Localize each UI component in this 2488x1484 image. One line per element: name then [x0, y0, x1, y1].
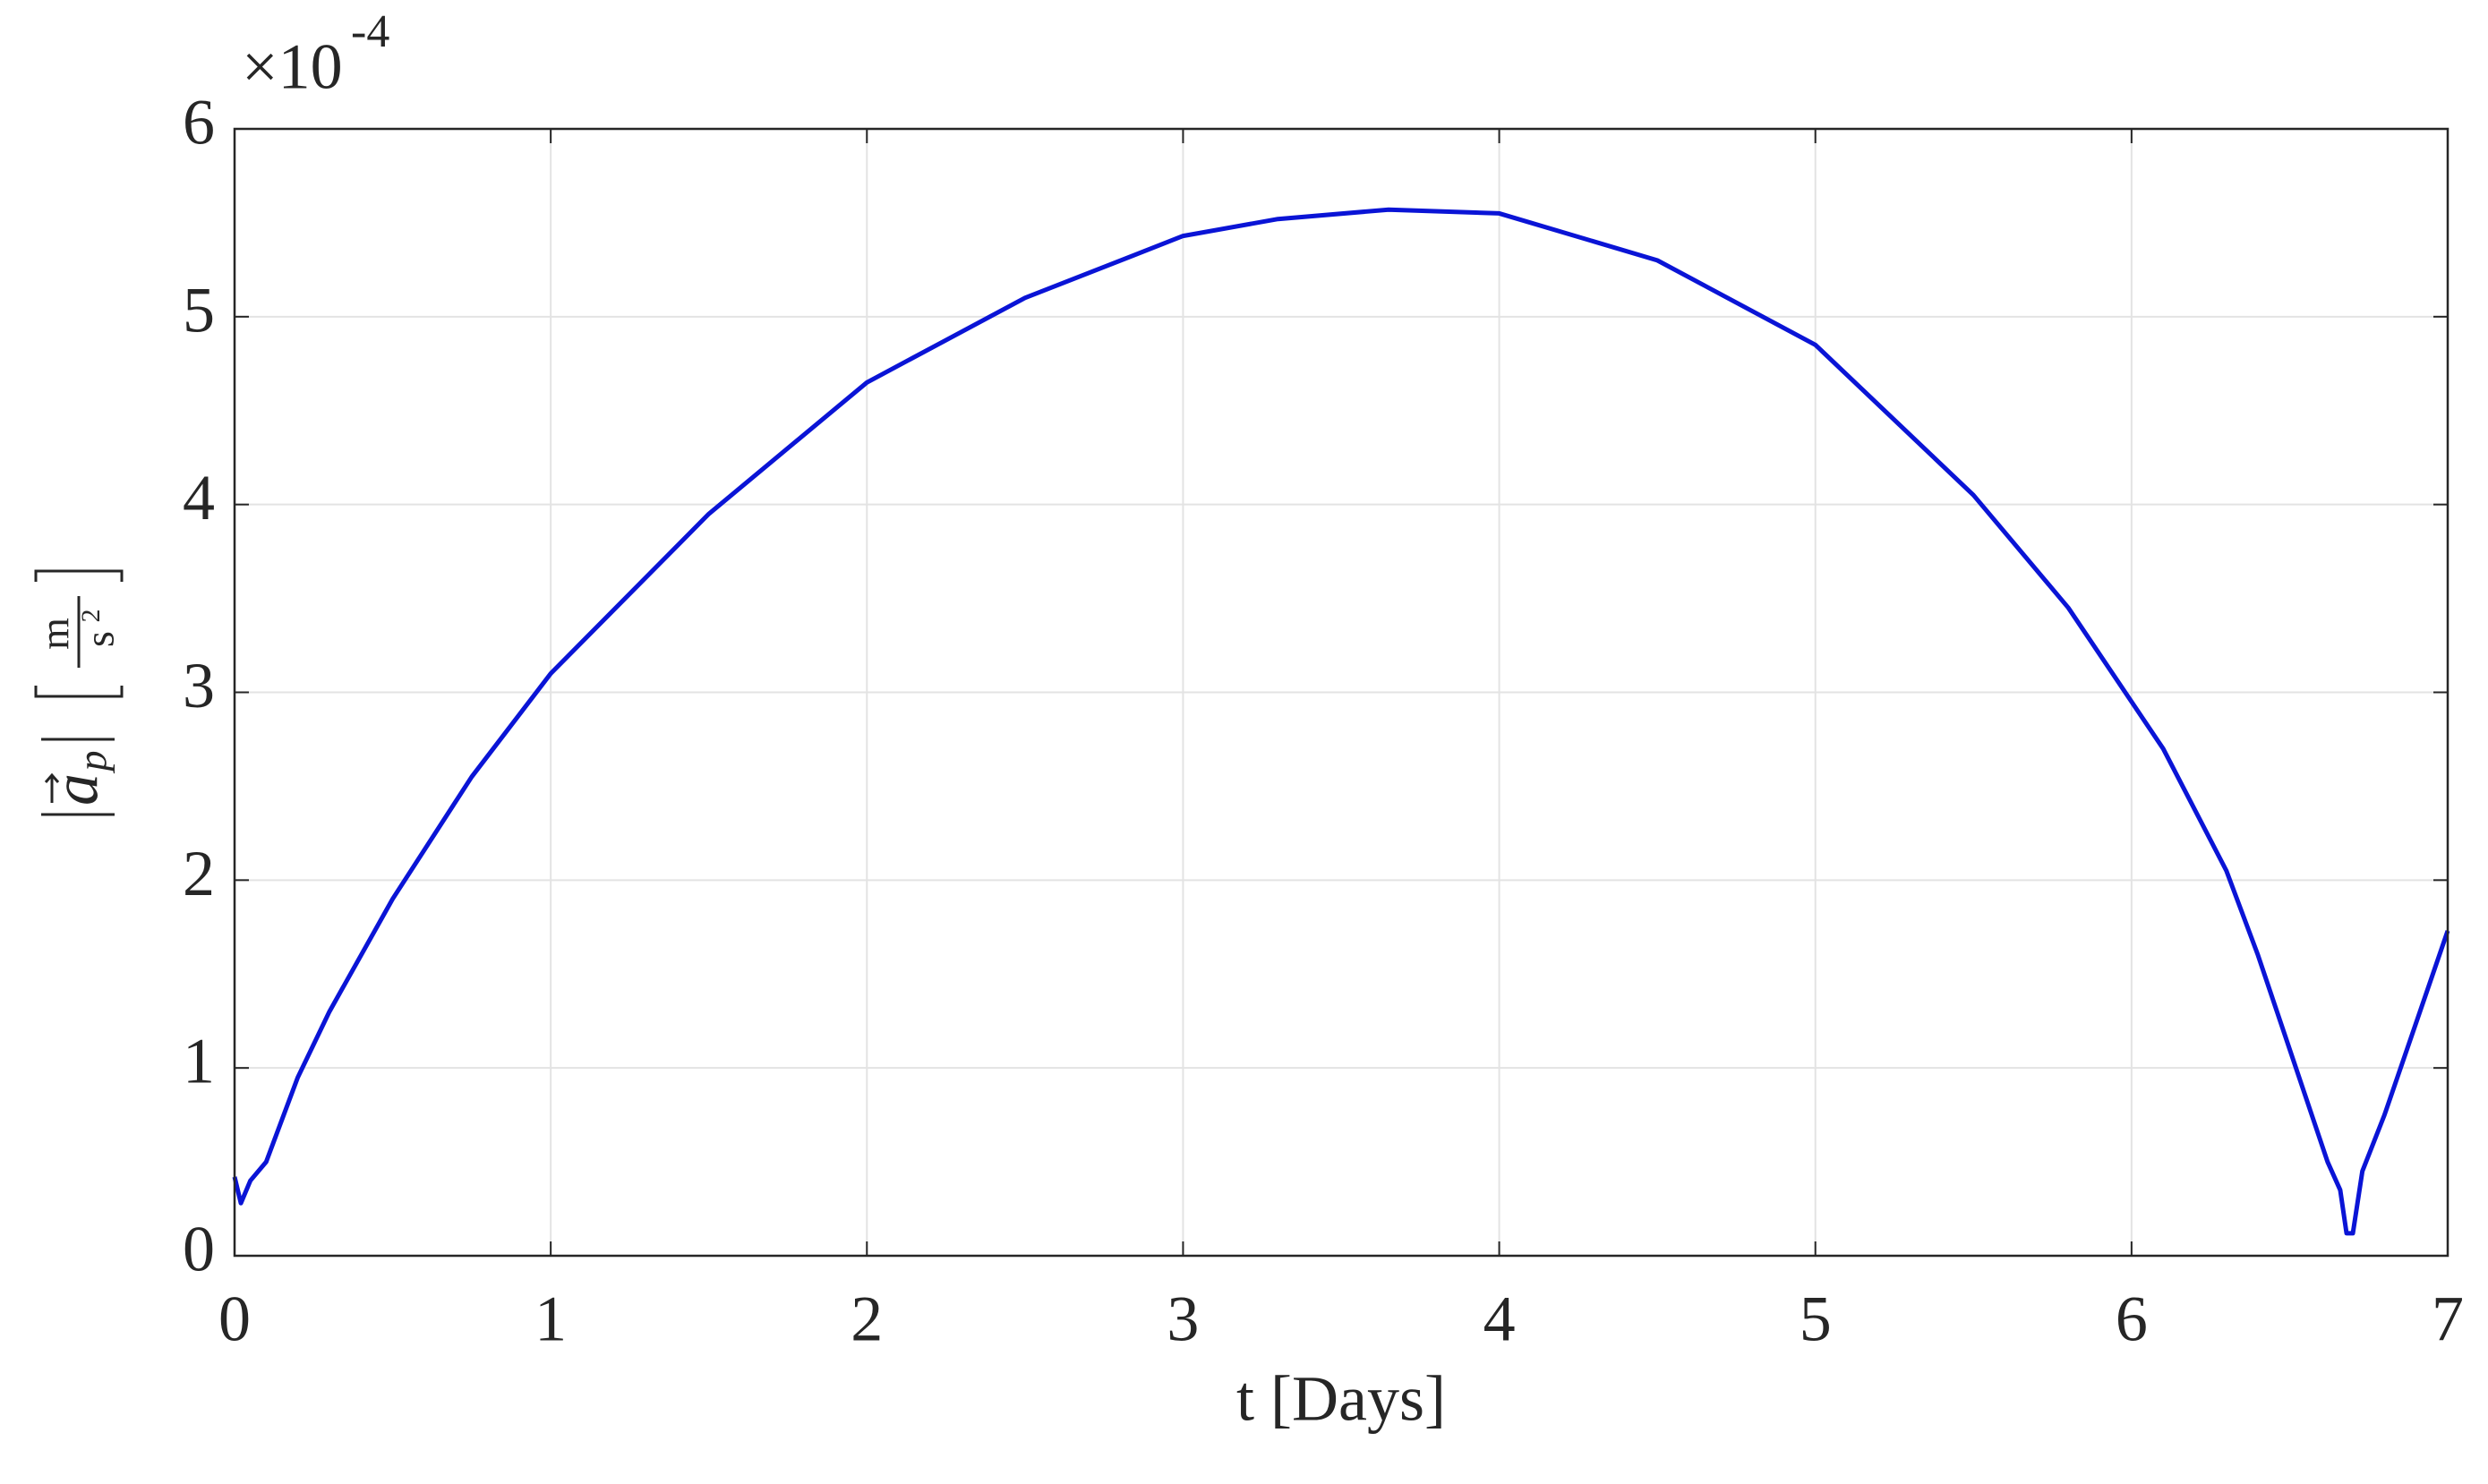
y-label-subscript: p: [70, 751, 115, 774]
x-tick-label: 1: [534, 1284, 567, 1355]
y-multiplier: ×10: [242, 31, 343, 103]
y-tick-label: 0: [183, 1214, 215, 1285]
y-axis-label: a p m s 2: [32, 569, 124, 816]
y-tick-label: 2: [183, 838, 215, 909]
y-tick-label: 6: [183, 87, 215, 158]
x-tick-label: 0: [218, 1284, 251, 1355]
vector-arrow: [44, 772, 60, 803]
y-label-unit-exp: 2: [76, 610, 106, 623]
x-axis-label: t [Days]: [1236, 1363, 1446, 1435]
bracket: [34, 686, 124, 698]
x-tick-label: 7: [2432, 1284, 2464, 1355]
data-line: [232, 207, 2450, 1236]
x-tick-label: 5: [1800, 1284, 1832, 1355]
y-tick-label: 5: [183, 274, 215, 345]
bracket: [34, 569, 124, 582]
x-tick-label: 3: [1167, 1284, 1199, 1355]
x-tick-label: 6: [2116, 1284, 2148, 1355]
x-tick-label: 2: [851, 1284, 883, 1355]
y-label-unit-den: s: [77, 631, 123, 647]
y-multiplier-exponent: -4: [351, 6, 389, 57]
plot-frame: [233, 127, 2450, 1258]
y-tick-label: 4: [183, 462, 215, 533]
data-layer: [232, 207, 2450, 1236]
y-tick-label: 3: [183, 650, 215, 721]
x-tick-label: 4: [1483, 1284, 1516, 1355]
y-tick-label: 1: [183, 1026, 215, 1097]
y-label-unit-num: m: [32, 618, 78, 650]
